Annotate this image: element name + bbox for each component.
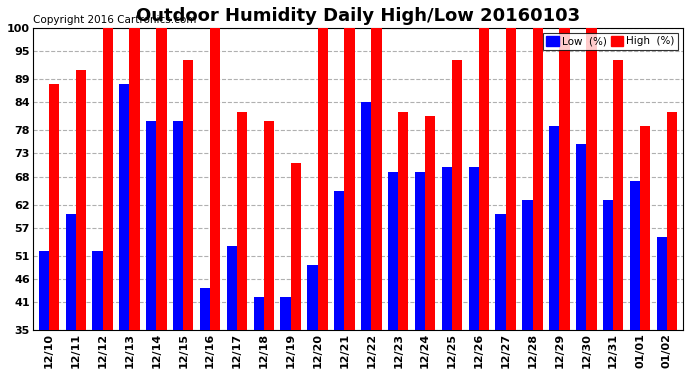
Bar [640, 126, 650, 330]
Bar [506, 28, 516, 330]
Bar [157, 28, 166, 330]
Bar [76, 70, 86, 330]
Bar [371, 28, 382, 330]
Bar [307, 265, 317, 330]
Text: Copyright 2016 Cartronics.com: Copyright 2016 Cartronics.com [32, 15, 196, 25]
Legend: Low  (%), High  (%): Low (%), High (%) [543, 33, 678, 50]
Bar [173, 121, 184, 330]
Bar [361, 102, 371, 330]
Bar [495, 214, 506, 330]
Bar [317, 28, 328, 330]
Bar [334, 190, 344, 330]
Bar [388, 172, 398, 330]
Bar [92, 251, 103, 330]
Bar [264, 121, 274, 330]
Bar [254, 297, 264, 330]
Bar [210, 28, 220, 330]
Bar [452, 60, 462, 330]
Bar [39, 251, 49, 330]
Bar [442, 167, 452, 330]
Title: Outdoor Humidity Daily High/Low 20160103: Outdoor Humidity Daily High/Low 20160103 [136, 7, 580, 25]
Bar [479, 28, 489, 330]
Bar [398, 111, 408, 330]
Bar [227, 246, 237, 330]
Bar [603, 200, 613, 330]
Bar [586, 28, 597, 330]
Bar [560, 28, 570, 330]
Bar [533, 28, 543, 330]
Bar [344, 28, 355, 330]
Bar [657, 237, 667, 330]
Bar [103, 28, 112, 330]
Bar [630, 181, 640, 330]
Bar [425, 116, 435, 330]
Bar [119, 84, 130, 330]
Bar [281, 297, 290, 330]
Bar [667, 111, 677, 330]
Bar [146, 121, 157, 330]
Bar [290, 163, 301, 330]
Bar [200, 288, 210, 330]
Bar [576, 144, 586, 330]
Bar [469, 167, 479, 330]
Bar [66, 214, 76, 330]
Bar [415, 172, 425, 330]
Bar [49, 84, 59, 330]
Bar [549, 126, 560, 330]
Bar [130, 28, 139, 330]
Bar [184, 60, 193, 330]
Bar [613, 60, 623, 330]
Bar [522, 200, 533, 330]
Bar [237, 111, 247, 330]
